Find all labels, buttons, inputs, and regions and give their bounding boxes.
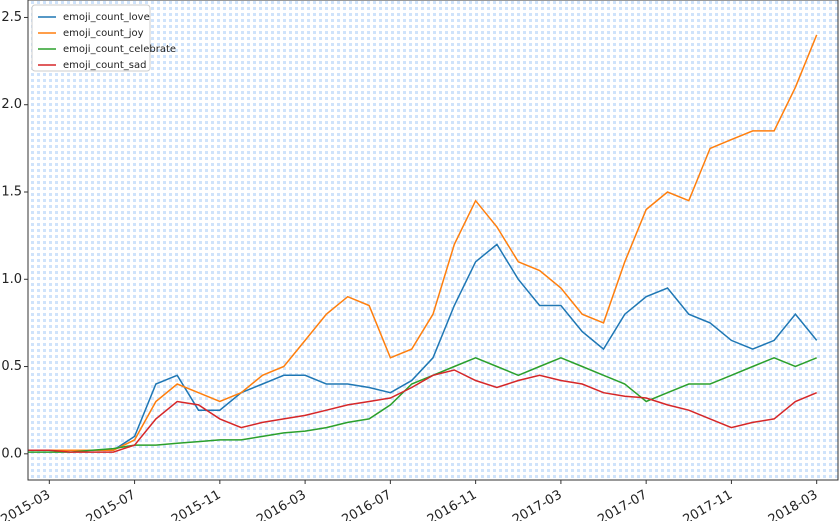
legend: emoji_count_love emoji_count_joy emoji_cou… xyxy=(31,4,176,72)
plot-background xyxy=(28,0,838,480)
y-tick-label: 1.5 xyxy=(1,185,22,200)
legend-label: emoji_count_sad xyxy=(63,60,146,71)
x-tick-label: 2018-03 xyxy=(766,488,821,521)
x-tick-label: 2015-11 xyxy=(169,488,224,521)
x-tick-label: 2015-03 xyxy=(0,488,53,521)
legend-label: emoji_count_love xyxy=(63,12,150,23)
x-tick-label: 2017-03 xyxy=(510,488,565,521)
y-tick-label: 0.5 xyxy=(1,359,22,374)
series-line xyxy=(28,369,817,453)
series-line xyxy=(28,34,818,452)
plot-frame xyxy=(27,0,839,481)
y-tick-label: 0.0 xyxy=(1,446,22,461)
x-tick-label: 2016-11 xyxy=(425,488,480,521)
x-tick-label: 2016-07 xyxy=(340,488,395,521)
legend-box xyxy=(31,4,151,72)
series-line xyxy=(28,356,817,453)
y-tick-label: 2.5 xyxy=(1,10,22,25)
x-tick-label: 2015-07 xyxy=(84,488,139,521)
x-tick-label: 2017-07 xyxy=(595,488,650,521)
series-line xyxy=(28,243,818,452)
x-tick-label: 2017-11 xyxy=(681,488,736,521)
x-tick-label: 2016-03 xyxy=(254,488,309,521)
y-tick-label: 1.0 xyxy=(1,272,22,287)
legend-label: emoji_count_celebrate xyxy=(63,44,176,55)
legend-label: emoji_count_joy xyxy=(63,28,144,39)
y-tick-label: 2.0 xyxy=(1,97,22,112)
